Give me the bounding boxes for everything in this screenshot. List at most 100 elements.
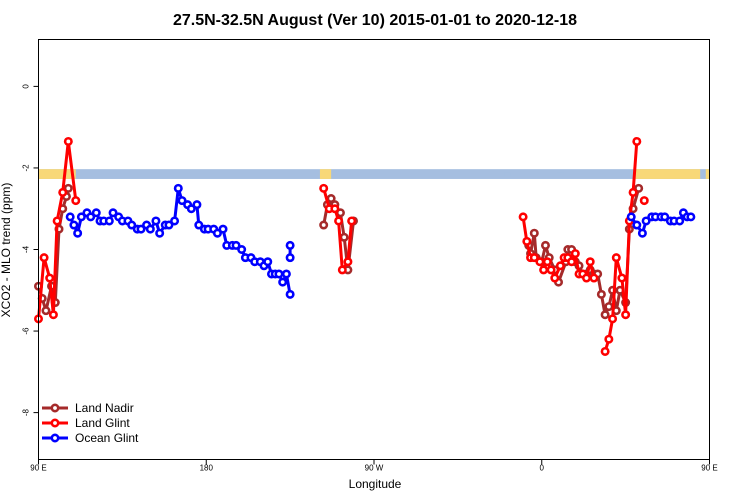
surface-type-band [38,169,710,179]
data-point [660,212,670,222]
y-tick-label: 0 [21,84,30,89]
data-point [263,257,273,267]
band-ocean [38,169,710,179]
data-point [550,273,560,283]
data-point [63,183,73,193]
data-point [330,204,340,214]
data-point [58,187,68,197]
data-point [589,273,599,283]
data-point [231,240,241,250]
y-tick-label: -6 [21,327,30,335]
data-point [73,228,83,238]
data-point [600,310,610,320]
band-land [705,169,710,179]
y-axis-label: XCO2 - MLO trend (ppm) [0,183,13,318]
data-point [608,314,618,324]
data-point [278,277,288,287]
data-point [218,224,228,234]
data-point [621,310,631,320]
data-point [529,228,539,238]
band-land [634,169,701,179]
legend-marker [50,418,60,428]
band-land [319,169,332,179]
data-point [343,257,353,267]
data-point [334,216,344,226]
data-point [76,212,86,222]
axes: 90 E 180 90 W 0 90 E 0 -2 -4 -6 -8 [21,84,717,473]
data-point [41,306,51,316]
legend-label: Ocean Glint [75,431,139,445]
data-point [634,183,644,193]
data-point [136,224,146,234]
data-point [63,136,73,146]
data-point [347,216,357,226]
data-point [151,216,161,226]
data-point [194,220,204,230]
band-land [38,169,76,179]
data-point [596,289,606,299]
data-point [632,220,642,230]
data-point [45,273,55,283]
chart-title: 27.5N-32.5N August (Ver 10) 2015-01-01 t… [173,12,577,29]
data-point [539,265,549,275]
legend-label: Land Nadir [75,401,134,415]
data-point [173,183,183,193]
data-point [604,302,614,312]
data-point [675,216,685,226]
data-point [177,196,187,206]
legend-marker [50,403,60,413]
data-point [52,216,62,226]
data-point [285,289,295,299]
x-tick-label: 180 [200,464,214,473]
series-land-nadir [33,183,644,320]
data-point [285,253,295,263]
data-point [337,265,347,275]
plot-frame [38,39,710,460]
data-point [632,136,642,146]
series-layer [33,136,696,356]
data-point [540,240,550,250]
data-point [319,183,329,193]
data-point [628,187,638,197]
series-ocean-glint [65,183,696,299]
band-lake [504,172,511,177]
data-point [319,220,329,230]
data-point [641,216,651,226]
data-point [69,220,79,230]
data-point [639,196,649,206]
data-point [604,334,614,344]
data-point [567,257,577,267]
data-point [65,212,75,222]
data-point [192,200,202,210]
data-point [570,249,580,259]
data-point [626,212,636,222]
x-tick-label: 90 E [701,464,717,473]
data-point [274,269,284,279]
data-point [339,232,349,242]
data-point [281,269,291,279]
data-point [39,253,49,263]
data-point [48,310,58,320]
x-tick-label: 90 E [30,464,46,473]
data-point [186,204,196,214]
data-point [546,265,556,275]
data-point [86,212,96,222]
legend-label: Land Glint [75,416,130,430]
data-point [529,253,539,263]
x-axis-label: Longitude [349,477,402,491]
y-tick-label: -8 [21,409,30,417]
data-point [145,224,155,234]
data-point [71,196,81,206]
data-point [518,212,528,222]
data-point [611,253,621,263]
y-tick-label: -2 [21,164,30,172]
data-point [164,220,174,230]
data-point [637,228,647,238]
y-tick-label: -4 [21,245,30,253]
data-point [581,273,591,283]
data-point [555,261,565,271]
data-point [91,208,101,218]
data-point [108,208,118,218]
